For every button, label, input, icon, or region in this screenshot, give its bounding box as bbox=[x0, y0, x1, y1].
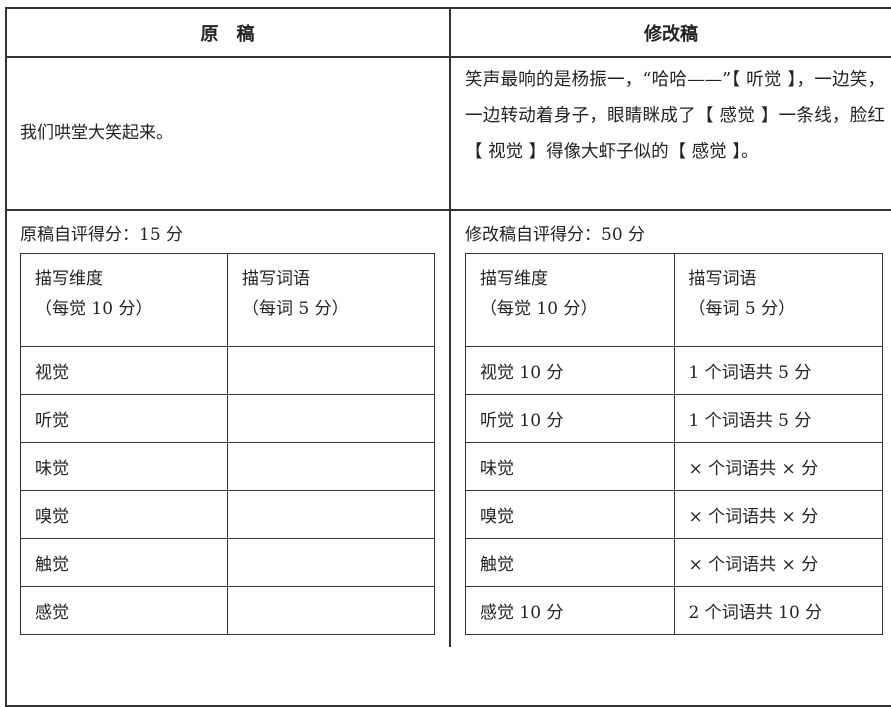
table-row: 视觉 bbox=[20, 346, 435, 395]
table-row: 听觉 bbox=[20, 394, 435, 443]
table-row: 感觉 bbox=[20, 586, 435, 635]
column-header: 描写词语 （每词 5 分） bbox=[227, 253, 435, 347]
table-header-row: 描写维度 （每觉 10 分） 描写词语 （每词 5 分） bbox=[20, 253, 435, 347]
column-header: 描写维度 （每觉 10 分） bbox=[465, 253, 675, 347]
table-row: 嗅觉 × 个词语共 × 分 bbox=[465, 490, 883, 539]
table-header-row: 描写维度 （每觉 10 分） 描写词语 （每词 5 分） bbox=[465, 253, 883, 347]
table-cell: 视觉 10 分 bbox=[465, 346, 675, 395]
table-cell: 1 个词语共 5 分 bbox=[673, 394, 883, 443]
original-score: 原稿自评得分：15 分 bbox=[20, 225, 184, 245]
table-cell bbox=[227, 442, 435, 491]
column-header: 描写词语 （每词 5 分） bbox=[673, 253, 883, 347]
table-cell bbox=[227, 538, 435, 587]
table-cell: 2 个词语共 10 分 bbox=[673, 586, 883, 635]
original-score-table: 描写维度 （每觉 10 分） 描写词语 （每词 5 分） 视觉 听觉 味觉 嗅觉 触觉 感觉 bbox=[20, 253, 435, 635]
table-cell: 感觉 bbox=[20, 586, 228, 635]
table-cell: 味觉 bbox=[465, 442, 675, 491]
table-row: 嗅觉 bbox=[20, 490, 435, 539]
table-row: 味觉 bbox=[20, 442, 435, 491]
table-cell bbox=[227, 394, 435, 443]
table-cell: 视觉 bbox=[20, 346, 228, 395]
table-cell: × 个词语共 × 分 bbox=[673, 490, 883, 539]
original-title: 原 稿 bbox=[200, 24, 255, 45]
table-cell: 感觉 10 分 bbox=[465, 586, 675, 635]
table-cell: 触觉 bbox=[465, 538, 675, 587]
column-divider bbox=[449, 7, 451, 647]
row-divider bbox=[5, 209, 891, 211]
table-cell bbox=[227, 490, 435, 539]
table-row: 味觉 × 个词语共 × 分 bbox=[465, 442, 883, 491]
original-text: 我们哄堂大笑起来。 bbox=[20, 123, 173, 143]
table-cell bbox=[227, 346, 435, 395]
table-cell: 1 个词语共 5 分 bbox=[673, 346, 883, 395]
table-cell: 听觉 10 分 bbox=[465, 394, 675, 443]
table-cell: 嗅觉 bbox=[465, 490, 675, 539]
table-cell: 嗅觉 bbox=[20, 490, 228, 539]
table-cell: 味觉 bbox=[20, 442, 228, 491]
table-row: 触觉 × 个词语共 × 分 bbox=[465, 538, 883, 587]
revised-title: 修改稿 bbox=[644, 24, 698, 45]
revised-text: 笑声最响的是杨振一，“哈哈——”【 听觉 】，一边笑，一边转动着身子，眼睛眯成了… bbox=[465, 70, 885, 162]
table-cell: × 个词语共 × 分 bbox=[673, 442, 883, 491]
table-cell: × 个词语共 × 分 bbox=[673, 538, 883, 587]
table-cell: 听觉 bbox=[20, 394, 228, 443]
table-cell bbox=[227, 586, 435, 635]
table-row: 触觉 bbox=[20, 538, 435, 587]
row-divider bbox=[5, 56, 891, 58]
table-cell: 触觉 bbox=[20, 538, 228, 587]
revised-score: 修改稿自评得分：50 分 bbox=[465, 225, 646, 245]
column-header: 描写维度 （每觉 10 分） bbox=[20, 253, 228, 347]
